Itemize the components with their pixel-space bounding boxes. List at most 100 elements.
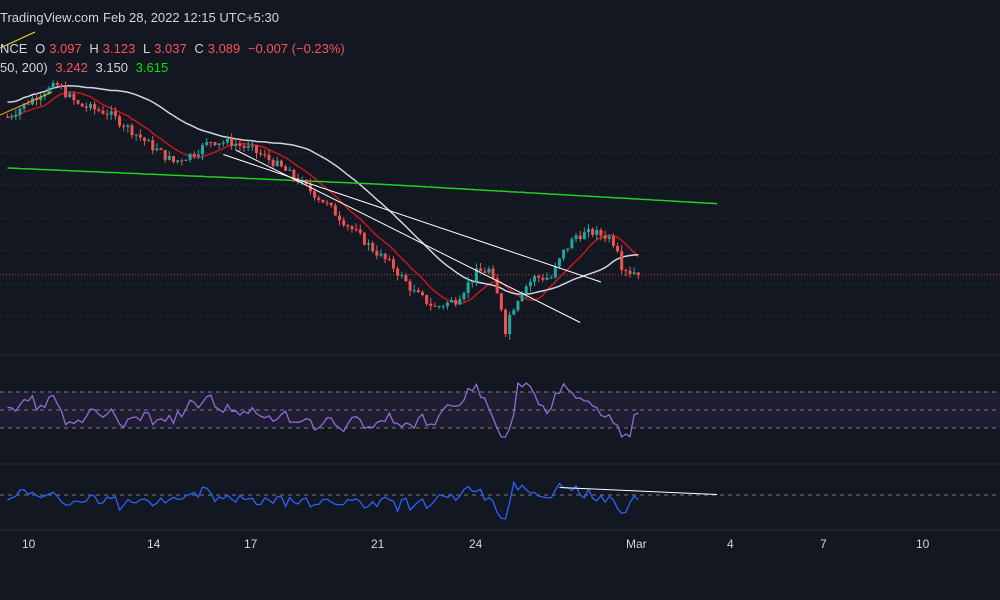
candle-body xyxy=(512,310,516,315)
candle-body xyxy=(10,116,14,118)
candle-body xyxy=(89,104,92,108)
ma50-value: 3.150 xyxy=(95,60,129,75)
candle-body xyxy=(64,87,68,98)
candle-body xyxy=(599,229,603,236)
x-tick-label: 24 xyxy=(469,537,483,551)
candle-body xyxy=(611,236,615,246)
timestamp-label: Feb 28, 2022 12:15 UTC+5:30 xyxy=(103,10,279,25)
candle-body xyxy=(159,148,163,150)
candle-body xyxy=(479,268,483,272)
candle-body xyxy=(358,229,362,233)
candle-body xyxy=(362,232,366,245)
candle-body xyxy=(47,87,51,94)
ma-params: 50, 200) xyxy=(0,60,48,75)
candle-body xyxy=(255,145,258,153)
candle-body xyxy=(263,154,267,156)
candle-body xyxy=(620,251,624,270)
candle-body xyxy=(288,169,292,171)
candle-body xyxy=(483,271,487,273)
candle-body xyxy=(184,159,188,161)
close-label: C xyxy=(194,41,204,56)
x-tick-label: 10 xyxy=(22,537,36,551)
candle-body xyxy=(26,103,30,105)
candle-body xyxy=(616,246,620,252)
candle-body xyxy=(138,134,142,138)
yellow-drawing-line xyxy=(0,31,36,49)
candle-body xyxy=(167,156,171,160)
candle-body xyxy=(508,314,512,335)
candle-body xyxy=(163,150,167,160)
candle-body xyxy=(603,235,607,239)
candle-body xyxy=(557,258,561,267)
candle-body xyxy=(404,274,408,282)
candle-body xyxy=(213,142,217,146)
candle-body xyxy=(188,153,192,160)
high-label: H xyxy=(89,41,99,56)
candle-body xyxy=(379,253,383,256)
candle-body xyxy=(134,134,138,136)
candle-body xyxy=(520,292,524,302)
x-tick-label: 7 xyxy=(820,537,827,551)
x-tick-label: Mar xyxy=(626,537,647,551)
candle-body xyxy=(346,225,350,227)
candle-body xyxy=(437,306,441,308)
osc-trendline xyxy=(559,487,718,495)
candle-body xyxy=(458,299,462,305)
candle-body xyxy=(76,100,80,104)
candle-body xyxy=(205,142,209,145)
candle-body xyxy=(387,259,391,261)
candle-body xyxy=(118,116,122,126)
candle-body xyxy=(176,160,180,162)
candle-body xyxy=(126,125,130,128)
candle-body xyxy=(338,215,341,221)
symbol-fragment: NCE xyxy=(0,41,28,56)
orange-drawing-line xyxy=(0,91,53,116)
candle-body xyxy=(122,125,126,128)
candles xyxy=(6,80,640,340)
candle-body xyxy=(105,113,109,115)
candle-body xyxy=(30,98,34,105)
candle-body xyxy=(209,142,213,144)
candle-body xyxy=(466,282,470,293)
ma50-line xyxy=(7,85,639,296)
candle-body xyxy=(317,197,321,200)
candle-body xyxy=(504,309,507,335)
candle-body xyxy=(350,226,354,230)
candle-body xyxy=(333,205,337,216)
candle-body xyxy=(537,276,541,278)
candle-body xyxy=(18,108,22,115)
open-label: O xyxy=(35,41,46,56)
candle-body xyxy=(97,109,101,111)
candle-body xyxy=(196,154,200,157)
candle-body xyxy=(172,156,175,162)
candle-body xyxy=(491,268,495,279)
close-value: 3.089 xyxy=(207,41,241,56)
candle-body xyxy=(416,290,420,293)
candle-body xyxy=(528,281,532,287)
candle-body xyxy=(109,111,113,115)
candle-body xyxy=(130,125,134,136)
candle-body xyxy=(495,278,499,294)
watermark-header: TradingView.com Feb 28, 2022 12:15 UTC+5:… xyxy=(0,10,283,25)
candle-body xyxy=(180,160,184,162)
candle-body xyxy=(329,202,333,206)
candle-body xyxy=(396,268,400,276)
candle-body xyxy=(470,281,474,283)
x-tick-label: 4 xyxy=(727,537,734,551)
candle-body xyxy=(192,153,196,157)
candle-body xyxy=(14,114,18,117)
candle-body xyxy=(113,111,117,117)
candle-body xyxy=(225,138,229,143)
candle-body xyxy=(246,145,250,148)
candle-body xyxy=(433,305,437,307)
candle-body xyxy=(383,253,387,260)
trendline-1 xyxy=(235,149,581,323)
candle-body xyxy=(566,248,570,250)
candle-body xyxy=(454,300,458,305)
ma20-value: 3.242 xyxy=(55,60,88,75)
candle-body xyxy=(570,238,574,249)
candle-body xyxy=(93,104,97,110)
candle-body xyxy=(201,144,205,155)
low-label: L xyxy=(142,41,151,56)
